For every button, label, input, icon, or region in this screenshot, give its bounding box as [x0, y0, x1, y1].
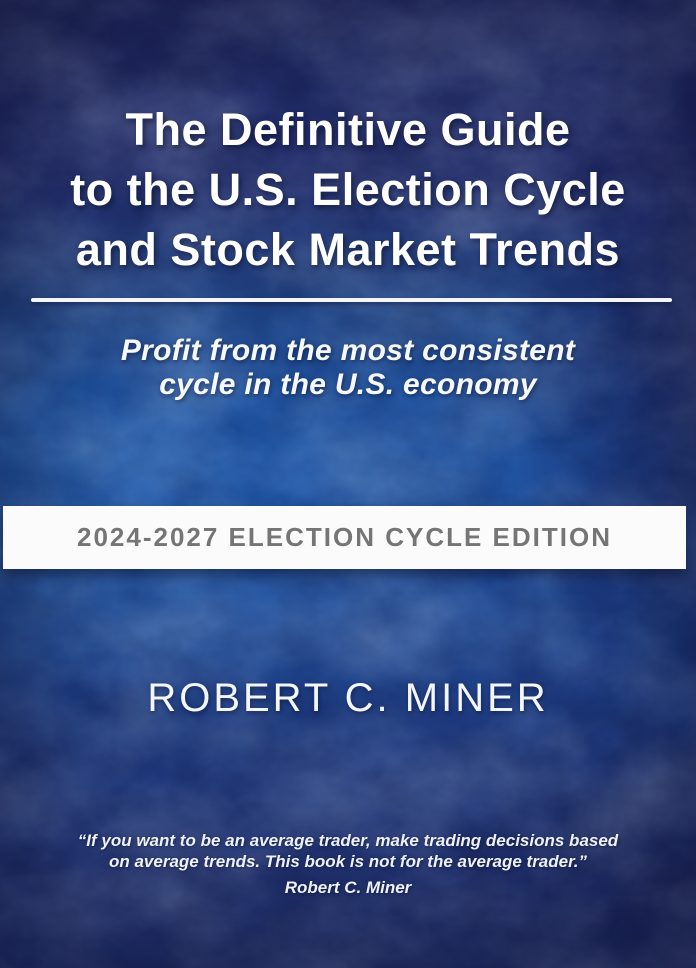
book-subtitle-line-2: cycle in the U.S. economy [159, 368, 537, 401]
book-title-line-3: and Stock Market Trends [75, 224, 621, 275]
quote-line-2: on average trends. This book is not for … [108, 852, 588, 871]
book-title-line-2: to the U.S. Election Cycle [70, 164, 626, 215]
testimonial-quote: “If you want to be an average trader, ma… [0, 830, 696, 898]
quote-line-1: “If you want to be an average trader, ma… [77, 831, 619, 850]
edition-banner-label: 2024-2027 ELECTION CYCLE EDITION [76, 522, 613, 552]
book-subtitle: Profit from the most consistent cycle in… [0, 334, 696, 402]
edition-banner: 2024-2027 ELECTION CYCLE EDITION [3, 506, 686, 569]
title-divider-rule [31, 298, 672, 302]
quote-attribution: Robert C. Miner [284, 878, 412, 897]
book-subtitle-line-1: Profit from the most consistent [120, 334, 576, 367]
author-name: ROBERT C. MINER [147, 676, 549, 720]
book-title-line-1: The Definitive Guide [125, 104, 571, 155]
book-title: The Definitive Guide to the U.S. Electio… [0, 100, 696, 280]
